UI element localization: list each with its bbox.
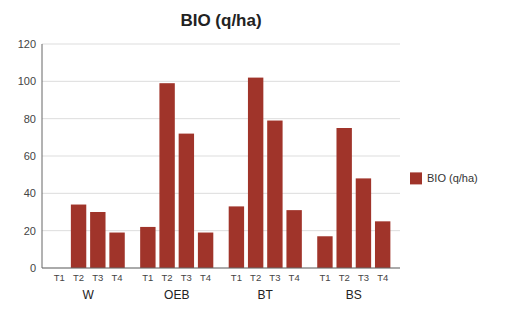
y-tick-label: 0 [30,262,36,274]
x-tick-label: T1 [319,272,330,283]
x-tick-label: T1 [231,272,242,283]
x-tick-label: T4 [112,272,123,283]
x-tick-label: T2 [162,272,173,283]
bar [229,206,244,268]
y-tick-label: 60 [24,150,36,162]
bar [159,83,174,268]
y-tick-label: 20 [24,225,36,237]
x-tick-label: T3 [269,272,280,283]
bar [71,205,86,268]
bar [336,128,351,268]
grid-line [42,118,400,119]
bar [90,212,105,268]
grid-line [42,44,400,45]
bar [109,233,124,268]
legend-label: BIO (q/ha) [427,172,478,184]
grid-line [42,81,400,82]
x-tick-label: T2 [73,272,84,283]
x-axis: T1 T2 T3 T4 T1 T2 T3 T4 T1 T2 T3 T4 T1 T2 T3 T4 W OEB BT BS [54,272,388,302]
bar [267,121,282,268]
group-label: BS [346,288,362,302]
bars [71,78,391,268]
group-label: OEB [164,288,189,302]
bar [140,227,155,268]
grid-line [42,268,400,269]
bar [317,236,332,268]
bar [248,78,263,268]
bar [286,210,301,268]
x-tick-label: T1 [54,272,65,283]
x-tick-label: T3 [181,272,192,283]
chart: BIO (q/ha)020406080100120T1T2T3T4T1T2T3T… [0,0,511,325]
group-label: BT [258,288,274,302]
y-tick-label: 40 [24,187,36,199]
bar [375,221,390,268]
x-tick-label: T4 [377,272,388,283]
y-tick-label: 120 [18,38,36,50]
group-label: W [83,288,95,302]
legend: BIO (q/ha) [410,172,478,184]
x-tick-label: T3 [92,272,103,283]
x-tick-label: T1 [142,272,153,283]
x-tick-label: T4 [289,272,300,283]
x-axis-line [42,268,400,269]
title: BIO (q/ha) [180,11,261,30]
bar [198,233,213,268]
legend-swatch [410,172,422,184]
y-axis: 0 20 40 60 80 100 120 [18,38,400,274]
x-tick-label: T2 [250,272,261,283]
x-tick-label: T2 [339,272,350,283]
x-tick-label: T3 [358,272,369,283]
bar [356,178,371,268]
bar [179,134,194,268]
y-axis-line [42,44,43,268]
y-tick-label: 100 [18,75,36,87]
x-tick-label: T4 [200,272,211,283]
y-tick-label: 80 [24,113,36,125]
